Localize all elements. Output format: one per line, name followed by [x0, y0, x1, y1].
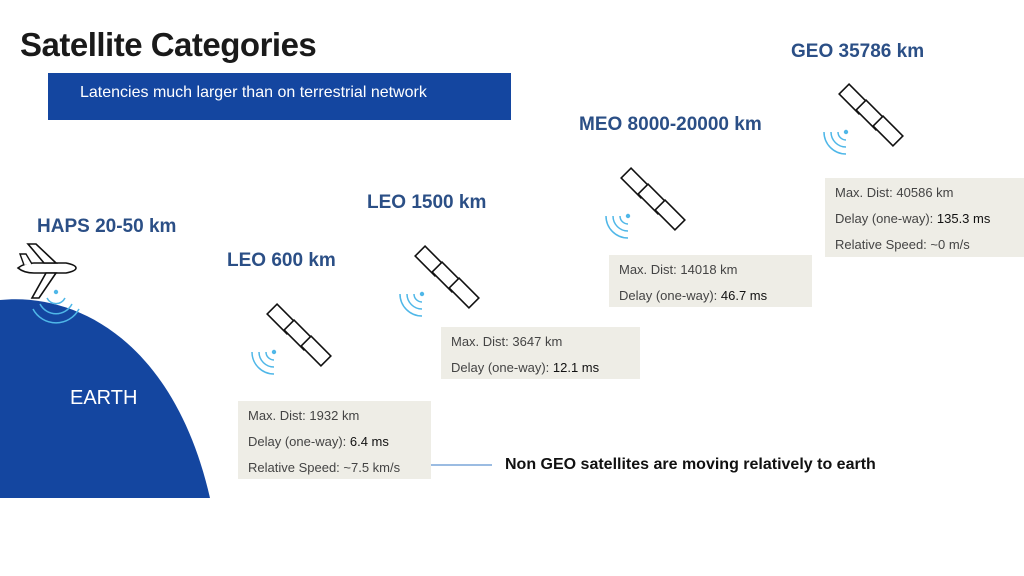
geo-delay: Delay (one-way): 135.3 ms — [835, 211, 991, 226]
leo1500-info-box: Max. Dist: 3647 km Delay (one-way): 12.1… — [441, 327, 640, 379]
signal-waves-icon — [32, 289, 80, 324]
geo-speed: Relative Speed: ~0 m/s — [835, 237, 970, 252]
meo-label: MEO 8000-20000 km — [579, 114, 762, 135]
geo-label: GEO 35786 km — [791, 41, 925, 62]
satellite-icon-meo — [605, 167, 686, 239]
leo600-delay: Delay (one-way): 6.4 ms — [248, 434, 389, 449]
leo600-max-dist: Max. Dist: 1932 km — [248, 408, 360, 423]
leo1500-delay: Delay (one-way): 12.1 ms — [451, 360, 600, 375]
latency-banner: Latencies much larger than on terrestria… — [48, 73, 511, 120]
leo600-info-box: Max. Dist: 1932 km Delay (one-way): 6.4 … — [238, 401, 431, 479]
geo-info-box: Max. Dist: 40586 km Delay (one-way): 135… — [825, 178, 1024, 257]
leo1500-max-dist: Max. Dist: 3647 km — [451, 334, 563, 349]
meo-delay: Delay (one-way): 46.7 ms — [619, 288, 768, 303]
geo-max-dist: Max. Dist: 40586 km — [835, 185, 954, 200]
leo600-label: LEO 600 km — [227, 250, 336, 271]
meo-max-dist: Max. Dist: 14018 km — [619, 262, 738, 277]
moving-satellites-note: Non GEO satellites are moving relatively… — [505, 456, 876, 473]
earth-label: EARTH — [70, 387, 138, 409]
satellite-icon-leo1500 — [399, 245, 480, 317]
meo-info-box: Max. Dist: 14018 km Delay (one-way): 46.… — [609, 255, 812, 307]
page-title: Satellite Categories — [20, 26, 317, 63]
satellite-icon-geo — [823, 83, 904, 155]
haps-label: HAPS 20-50 km — [37, 216, 177, 237]
earth-shape — [0, 299, 210, 498]
airplane-icon — [16, 243, 77, 299]
satellite-icon-leo600 — [251, 303, 332, 375]
leo600-speed: Relative Speed: ~7.5 km/s — [248, 460, 401, 475]
leo1500-label: LEO 1500 km — [367, 192, 487, 213]
